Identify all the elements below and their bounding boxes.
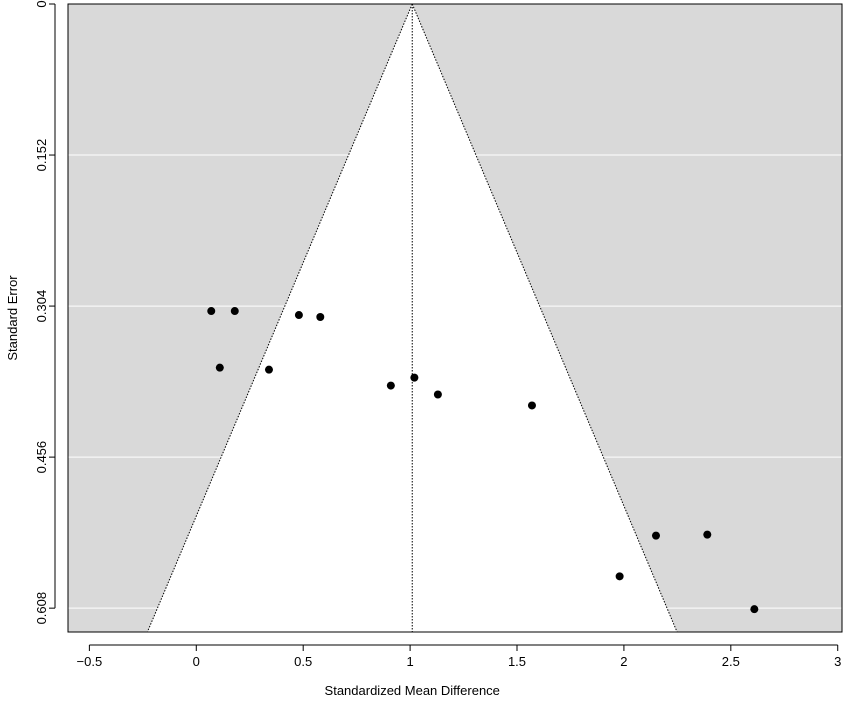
x-axis-title: Standardized Mean Difference [325,683,500,698]
data-point-12 [703,530,712,539]
data-point-5 [264,365,273,374]
plot-frame [67,3,843,633]
data-points [207,307,759,614]
data-point-1 [230,307,239,316]
funnel-left-boundary [146,3,413,633]
x-tick-label-1: 0 [193,654,200,669]
data-point-2 [294,311,303,320]
x-tick-label-0: −0.5 [77,654,103,669]
data-point-9 [527,401,536,410]
data-point-0 [207,307,216,316]
x-tick-label-4: 1.5 [508,654,526,669]
x-tick-label-5: 2 [620,654,627,669]
x-tick-label-6: 2.5 [722,654,740,669]
data-point-7 [410,373,419,382]
y-tick-label-1: 0.152 [34,139,49,172]
funnel-right-boundary [411,3,678,633]
funnel-region [147,4,678,632]
data-point-6 [386,381,395,390]
y-axis-title: Standard Error [5,275,20,361]
y-tick-label-2: 0.304 [34,290,49,323]
data-point-11 [651,531,660,540]
data-point-13 [750,605,759,614]
x-tick-label-7: 3 [834,654,841,669]
data-point-8 [433,390,442,399]
data-point-3 [316,313,325,322]
x-tick-label-3: 1 [406,654,413,669]
y-tick-label-0: 0 [34,0,49,7]
y-tick-label-4: 0.608 [34,592,49,625]
y-tick-label-3: 0.456 [34,441,49,474]
y-axis: 0 0.152 0.304 0.456 0.608 [34,0,56,625]
data-point-4 [215,363,224,372]
x-axis: −0.5 0 0.5 1 1.5 2 2.5 3 [77,644,841,669]
data-point-10 [615,572,624,581]
x-tick-label-2: 0.5 [294,654,312,669]
